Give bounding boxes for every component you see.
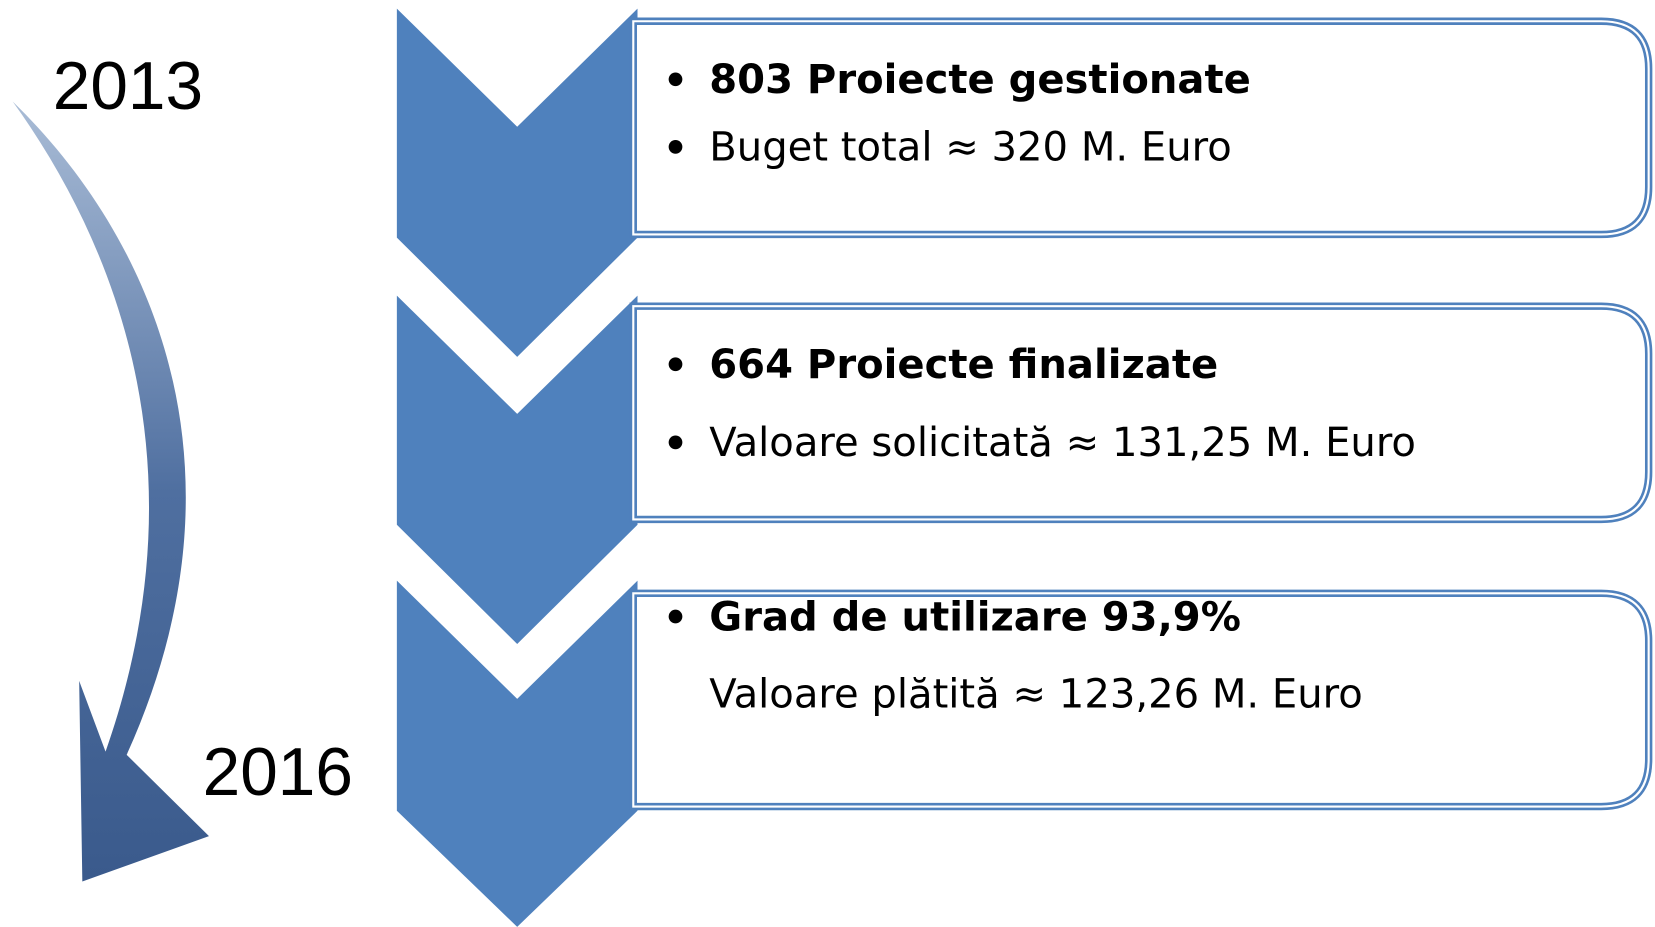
bullet xyxy=(668,609,683,624)
step-line: Valoare plătită ≈ 123,26 M. Euro xyxy=(709,671,1363,717)
end-year: 2016 xyxy=(203,735,353,810)
step-line: Buget total ≈ 320 M. Euro xyxy=(709,125,1231,171)
step-line: Grad de utilizare 93,9% xyxy=(709,594,1241,640)
step-box-inner xyxy=(632,592,1650,808)
bullet xyxy=(668,357,683,372)
step-box-inner xyxy=(632,20,1650,236)
step-line: 803 Proiecte gestionate xyxy=(709,57,1251,103)
step-line: 664 Proiecte finalizate xyxy=(709,342,1218,388)
steps: 803 Proiecte gestionate Buget total ≈ 320… xyxy=(396,8,1653,927)
chevron xyxy=(396,295,638,644)
bullet xyxy=(668,72,683,87)
start-year: 2013 xyxy=(53,49,203,124)
step-box xyxy=(629,302,1653,524)
step-box-inner xyxy=(632,305,1650,521)
bullet xyxy=(668,139,683,154)
chevron xyxy=(396,8,638,357)
timeline-arrow xyxy=(12,101,209,882)
bullet xyxy=(668,435,683,450)
step-line: Valoare solicitată ≈ 131,25 M. Euro xyxy=(709,420,1416,466)
chevron xyxy=(396,580,638,927)
